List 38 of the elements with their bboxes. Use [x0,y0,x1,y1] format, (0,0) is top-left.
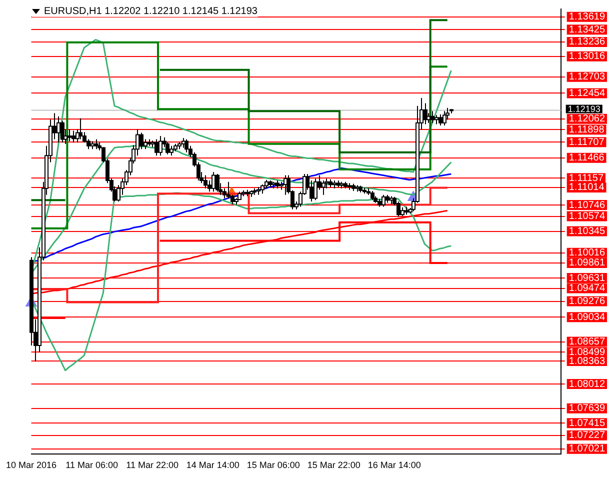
ref-line-label: 1.12193 [568,104,600,114]
x-tick-label: 10 Mar 2016 [6,460,57,470]
y-tick-label: 1.09474 [568,283,606,294]
y-tick-label: 1.13619 [568,12,606,23]
y-tick-label: 1.11898 [568,124,605,136]
y-tick-label: 1.10345 [568,226,606,238]
y-tick-label: 1.11466 [568,152,605,164]
x-tick-label: 15 Mar 06:00 [246,460,300,470]
x-tick-label: 15 Mar 22:00 [307,460,360,470]
y-tick-label: 1.13016 [568,51,606,62]
x-tick-label: 11 Mar 06:00 [66,460,118,470]
y-tick-label: 1.11157 [568,172,604,184]
y-tick-label: 1.12062 [568,114,606,125]
x-tick-label: 11 Mar 22:00 [126,460,178,470]
y-tick-label: 1.07415 [568,418,606,429]
y-tick-label: 1.07021 [568,444,606,455]
y-tick-label: 1.09034 [568,312,606,323]
y-tick-label: 1.09861 [568,258,606,269]
y-tick-label: 1.13425 [568,24,606,36]
y-tick-label: 1.09631 [568,272,606,284]
y-tick-label: 1.07227 [568,430,606,442]
y-tick-label: 1.08363 [568,356,606,367]
y-tick-label: 1.10574 [568,211,606,222]
y-tick-label: 1.12703 [568,72,606,83]
x-tick-label: 16 Mar 14:00 [368,460,421,470]
chart-title: EURUSD,H1 1.12202 1.12210 1.12145 1.12193 [44,6,258,17]
y-tick-label: 1.09276 [568,296,606,308]
y-tick-label: 1.11707 [568,136,605,148]
y-tick-label: 1.12454 [568,88,606,99]
y-tick-label: 1.08499 [568,346,606,358]
y-tick-label: 1.10746 [568,200,606,211]
y-tick-label: 1.07639 [568,403,606,414]
y-tick-label: 1.08657 [568,336,606,348]
y-tick-label: 1.08012 [568,378,606,390]
y-tick-label: 1.13236 [568,36,606,48]
y-tick-label: 1.10016 [568,248,606,259]
y-tick-label: 1.11014 [568,182,605,194]
x-tick-label: 14 Mar 14:00 [186,460,240,470]
